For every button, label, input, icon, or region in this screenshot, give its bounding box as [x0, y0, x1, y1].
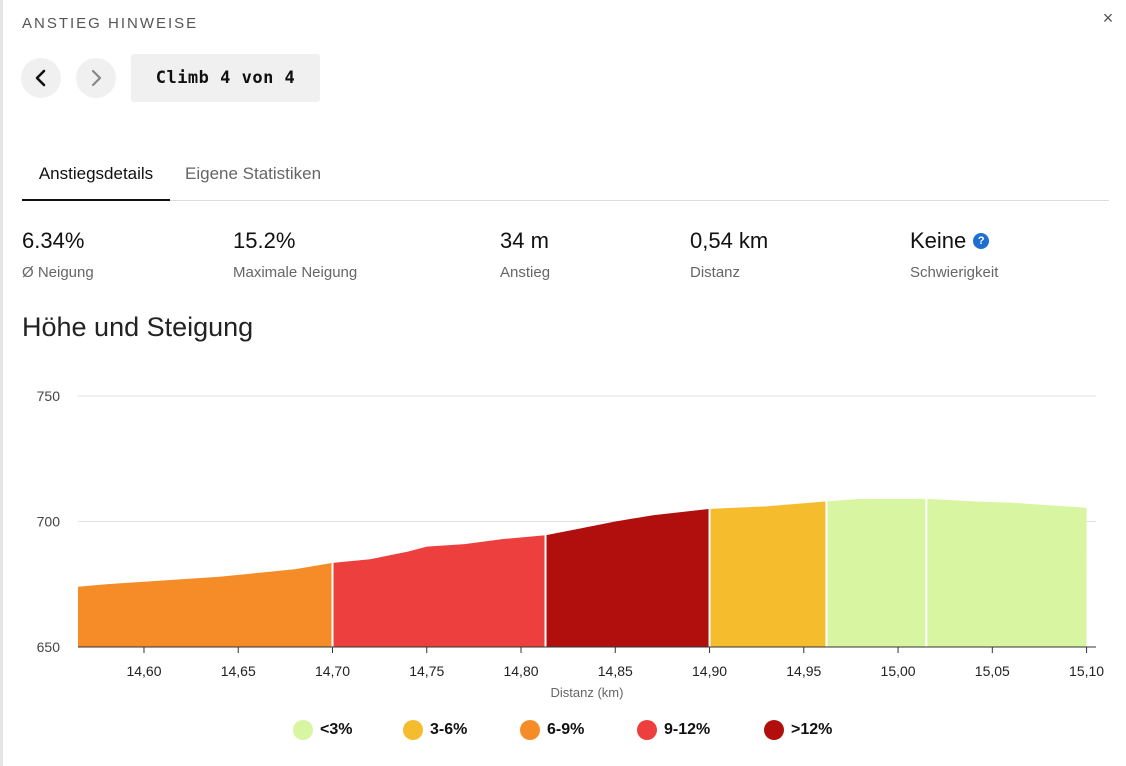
stat-distance: 0,54 km Distanz — [690, 228, 768, 281]
legend-item-9to12: 9-12% — [637, 720, 710, 740]
legend-swatch — [764, 720, 784, 740]
x-tick-label: 14,70 — [315, 663, 350, 679]
stat-value: 34 m — [500, 228, 549, 253]
legend-item-gt12: >12% — [764, 720, 832, 740]
stat-value: Keine — [910, 228, 967, 253]
climb-counter: Climb 4 von 4 — [131, 54, 320, 102]
elevation-chart: 650 700 750 14,60 14,65 14,70 14,75 14,80 14,85 1… — [37, 388, 1105, 700]
x-tick-label: 15,10 — [1069, 663, 1104, 679]
stat-average-grade: 6.34% Ø Neigung — [22, 228, 94, 281]
x-tick-label: 15,00 — [881, 663, 916, 679]
grade-segment — [826, 498, 927, 647]
legend-swatch — [637, 720, 657, 740]
stat-label: Distanz — [690, 264, 741, 281]
stat-label: Anstieg — [500, 264, 551, 281]
x-tick-label: 14,85 — [598, 663, 633, 679]
panel-edge — [0, 0, 3, 766]
legend-label: >12% — [791, 721, 833, 738]
y-tick-label: 650 — [37, 639, 61, 655]
tab-bar: Anstiegsdetails Eigene Statistiken — [22, 152, 1109, 201]
legend-label: 3-6% — [430, 721, 468, 738]
chevron-left-icon — [35, 69, 46, 87]
previous-climb-button[interactable] — [21, 58, 61, 98]
legend-item-lt3: <3% — [293, 720, 352, 740]
legend-label: <3% — [320, 721, 353, 738]
legend-item-3to6: 3-6% — [403, 720, 467, 740]
stat-value: 6.34% — [22, 228, 85, 253]
stat-max-grade: 15.2% Maximale Neigung — [233, 228, 357, 281]
grade-segment — [332, 535, 546, 647]
x-tick-label: 15,05 — [975, 663, 1010, 679]
stat-value: 0,54 km — [690, 228, 769, 253]
next-climb-button[interactable] — [76, 58, 116, 98]
tab-eigene-statistiken[interactable]: Eigene Statistiken — [185, 164, 322, 183]
x-tick-label: 14,95 — [786, 663, 821, 679]
stat-label: Maximale Neigung — [233, 264, 358, 281]
x-tick-label: 14,75 — [409, 663, 444, 679]
legend-swatch — [293, 720, 313, 740]
stat-value: 15.2% — [233, 228, 296, 253]
y-tick-label: 700 — [37, 514, 61, 530]
y-tick-label: 750 — [37, 388, 61, 404]
legend-swatch — [520, 720, 540, 740]
close-button[interactable]: × — [1098, 8, 1118, 28]
chevron-right-icon — [91, 69, 102, 87]
stat-label: Ø Neigung — [22, 264, 94, 281]
legend-item-6to9: 6-9% — [520, 720, 584, 740]
x-tick-label: 14,65 — [221, 663, 256, 679]
legend-swatch — [403, 720, 423, 740]
stat-difficulty: Keine ? Schwierigkeit — [910, 228, 998, 281]
x-tick-label: 14,90 — [692, 663, 727, 679]
grade-segment — [78, 562, 333, 647]
x-tick-label: 14,60 — [126, 663, 161, 679]
x-axis-label: Distanz (km) — [551, 685, 624, 700]
legend-label: 6-9% — [547, 721, 585, 738]
panel-title: ANSTIEG HINWEISE — [22, 15, 199, 32]
legend-label: 9-12% — [664, 721, 711, 738]
tab-anstiegsdetails[interactable]: Anstiegsdetails — [22, 164, 170, 201]
close-icon: × — [1102, 7, 1114, 28]
help-icon[interactable]: ? — [973, 233, 990, 249]
x-tick-label: 14,80 — [503, 663, 538, 679]
chart-section-title: Höhe und Steigung — [22, 312, 254, 342]
grade-segment — [926, 498, 1087, 647]
grade-segment — [545, 508, 710, 647]
stat-label: Schwierigkeit — [910, 264, 999, 281]
grade-segment — [709, 501, 827, 647]
chart-legend: <3% 3-6% 6-9% 9-12% >12% — [0, 720, 1126, 750]
stat-ascent: 34 m Anstieg — [500, 228, 550, 281]
